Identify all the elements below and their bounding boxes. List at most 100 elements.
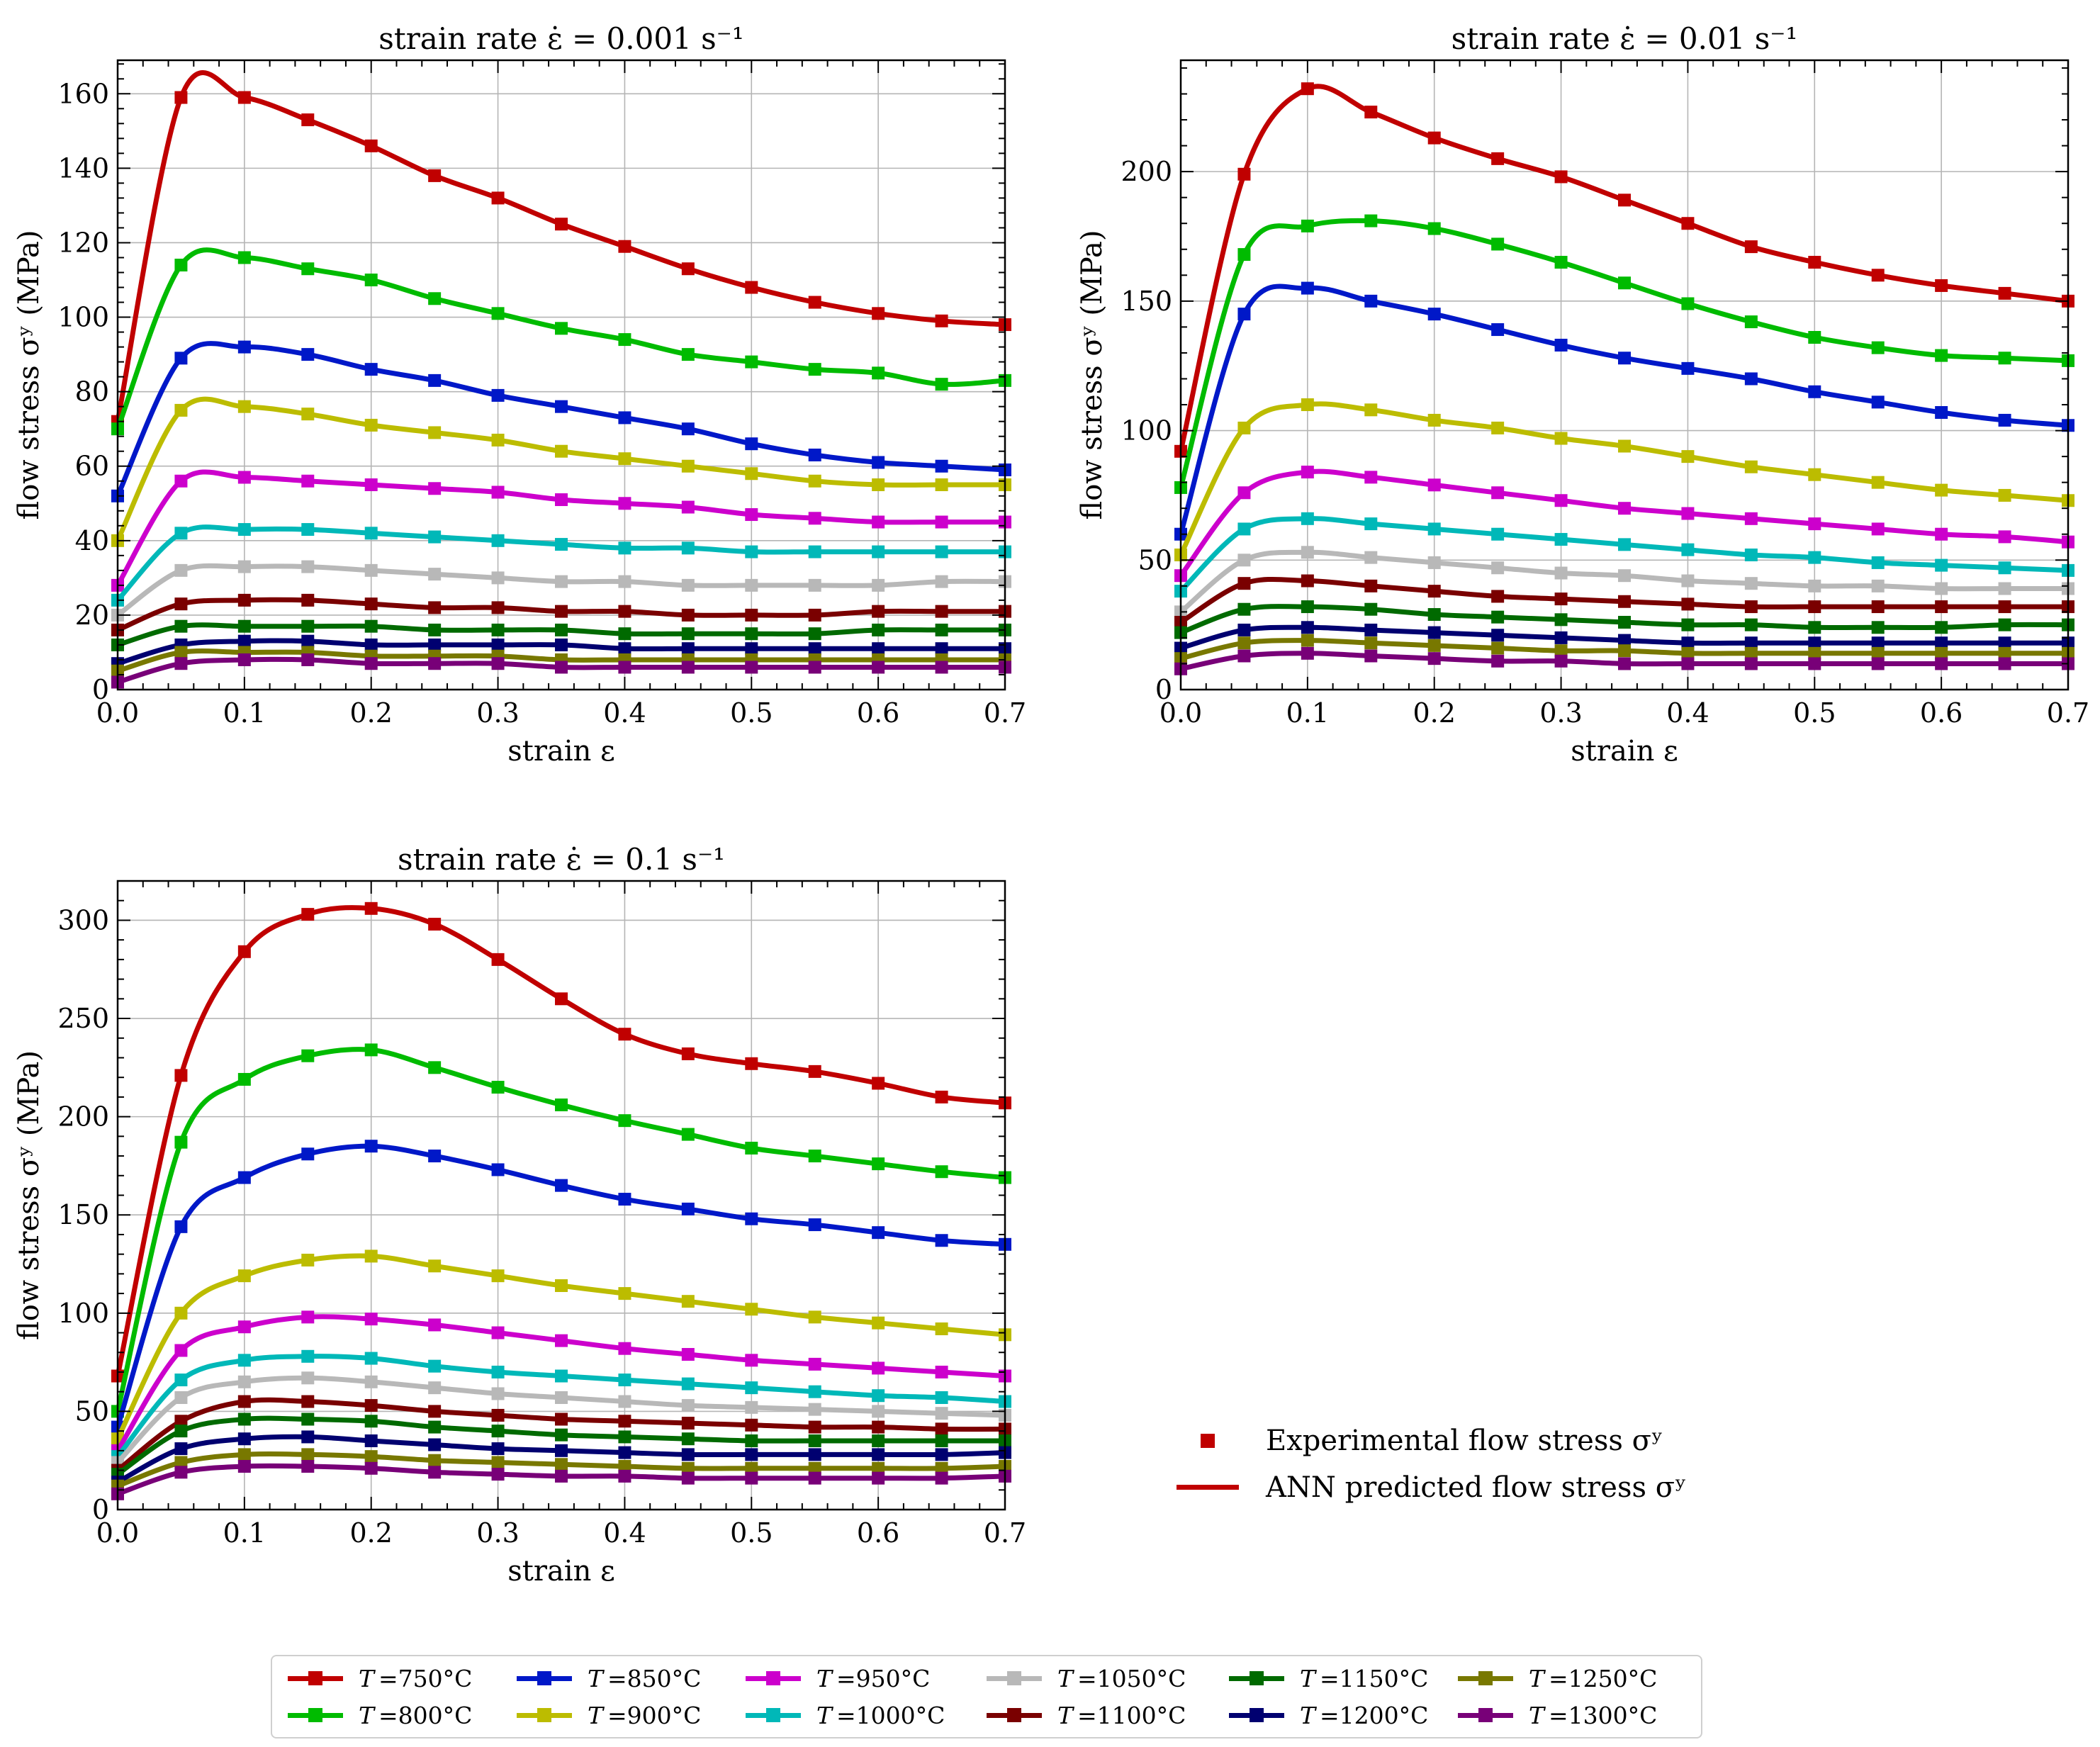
data-point xyxy=(301,408,315,421)
series-line xyxy=(115,70,1008,425)
y-axis-label: flow stress σʸ (MPa) xyxy=(1076,230,1108,520)
data-point xyxy=(1871,341,1885,354)
x-tick-label: 0.4 xyxy=(603,697,646,729)
data-point xyxy=(681,578,695,592)
data-point xyxy=(491,657,505,670)
series-line xyxy=(1178,218,2071,490)
data-point xyxy=(681,627,695,641)
data-point xyxy=(1427,522,1441,536)
data-point xyxy=(237,1460,251,1473)
legend-line-marker-icon xyxy=(288,1697,343,1733)
ann-legend-entry: ANN predicted flow stress σʸ xyxy=(1177,1464,1687,1511)
data-point xyxy=(935,1391,948,1405)
data-point xyxy=(1237,623,1251,636)
data-point xyxy=(1301,82,1314,96)
data-point xyxy=(555,1444,568,1457)
y-axis-label: flow stress σʸ (MPa) xyxy=(13,230,45,520)
data-point xyxy=(364,1461,378,1475)
data-point xyxy=(1618,352,1631,365)
data-point xyxy=(935,314,948,327)
data-point xyxy=(428,1318,442,1332)
data-point xyxy=(364,139,378,152)
data-point xyxy=(1998,530,2011,544)
data-point xyxy=(555,322,568,335)
legend-line-marker-icon xyxy=(746,1697,801,1733)
data-point xyxy=(428,1466,442,1479)
legend-item: T =1000°C xyxy=(746,1697,945,1733)
data-point xyxy=(1364,106,1378,119)
x-tick-label: 0.2 xyxy=(349,1517,392,1549)
legend-line-marker-icon xyxy=(1458,1661,1513,1696)
data-point xyxy=(1998,657,2011,670)
data-point xyxy=(428,482,442,495)
data-point xyxy=(808,1471,821,1485)
data-point xyxy=(1301,646,1314,660)
data-point xyxy=(1301,219,1314,232)
data-point xyxy=(237,1412,251,1426)
data-point xyxy=(237,1375,251,1388)
data-point xyxy=(935,1461,948,1475)
data-point xyxy=(174,1220,188,1233)
data-point xyxy=(1491,590,1505,603)
data-point xyxy=(1744,646,1758,660)
y-tick-label: 100 xyxy=(57,1298,109,1329)
data-point xyxy=(681,1047,695,1060)
experimental-legend-entry: Experimental flow stress σʸ xyxy=(1177,1417,1687,1464)
y-tick-label: 200 xyxy=(57,1101,109,1133)
data-point xyxy=(237,1395,251,1408)
x-tick-label: 0.0 xyxy=(96,1517,139,1549)
data-point xyxy=(1237,649,1251,663)
legend-label: T =750°C xyxy=(359,1664,473,1692)
y-tick-label: 20 xyxy=(75,600,109,631)
data-point xyxy=(935,623,948,636)
experimental-legend-label: Experimental flow stress σʸ xyxy=(1266,1425,1663,1457)
data-point xyxy=(491,1326,505,1339)
data-point xyxy=(618,1460,631,1473)
data-point xyxy=(872,1157,885,1171)
data-point xyxy=(872,307,885,320)
data-point xyxy=(681,608,695,622)
data-point xyxy=(1808,636,1821,650)
data-point xyxy=(555,1412,568,1426)
data-point xyxy=(1618,439,1631,453)
data-point xyxy=(301,1253,315,1266)
data-point xyxy=(174,1069,188,1082)
data-point xyxy=(555,400,568,413)
y-tick-label: 150 xyxy=(1121,286,1172,317)
data-point xyxy=(555,605,568,618)
data-point xyxy=(1237,167,1251,181)
data-point xyxy=(1301,281,1314,295)
data-point xyxy=(745,1354,758,1367)
y-tick-label: 300 xyxy=(57,904,109,936)
data-point xyxy=(301,262,315,276)
data-point xyxy=(1237,248,1251,262)
legend-line-marker-icon xyxy=(746,1661,801,1696)
data-point xyxy=(935,1365,948,1378)
legend-line-marker-icon xyxy=(987,1661,1042,1696)
data-point xyxy=(681,500,695,514)
data-point xyxy=(1427,222,1441,235)
data-point xyxy=(1427,639,1441,652)
data-point xyxy=(1998,561,2011,575)
data-point xyxy=(237,471,251,484)
series-line xyxy=(115,247,1008,432)
series-line xyxy=(115,1047,1008,1414)
x-tick-label: 0.5 xyxy=(730,697,773,729)
data-point xyxy=(174,258,188,271)
data-point xyxy=(745,1212,758,1225)
data-point xyxy=(1744,240,1758,254)
data-point xyxy=(1935,349,1948,362)
data-point xyxy=(745,1303,758,1316)
data-point xyxy=(935,1090,948,1103)
data-point xyxy=(555,444,568,458)
data-point xyxy=(428,530,442,544)
data-point xyxy=(1301,621,1314,634)
data-point xyxy=(745,545,758,558)
data-point xyxy=(1871,636,1885,650)
data-point xyxy=(1554,566,1568,580)
data-point xyxy=(1491,152,1505,165)
data-point xyxy=(1618,538,1631,551)
data-point xyxy=(301,523,315,537)
data-point xyxy=(1364,517,1378,531)
data-point xyxy=(745,508,758,522)
